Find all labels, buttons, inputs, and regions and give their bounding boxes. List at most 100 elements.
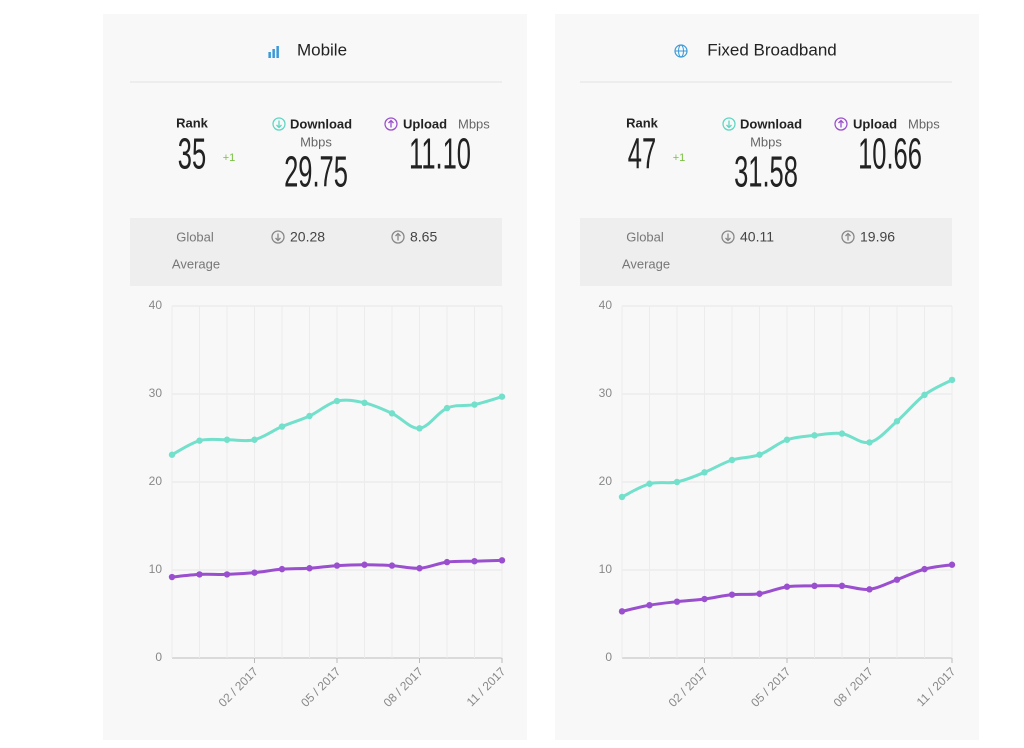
point xyxy=(646,480,653,487)
point xyxy=(756,451,763,458)
point xyxy=(701,469,708,476)
rank-label: Rank xyxy=(626,115,659,130)
icon-ring xyxy=(834,117,848,131)
point xyxy=(471,558,478,565)
point xyxy=(893,576,901,583)
y-tick-label: 0 xyxy=(155,650,162,664)
point xyxy=(673,478,681,486)
y-tick-label: 10 xyxy=(149,562,163,576)
point xyxy=(921,565,928,573)
point xyxy=(948,376,956,384)
panel-title: Mobile xyxy=(297,40,347,59)
point xyxy=(223,436,231,443)
point xyxy=(471,401,478,408)
global-box xyxy=(580,218,952,286)
point xyxy=(333,562,341,569)
point xyxy=(893,418,901,425)
upload-value-group: 11.10 xyxy=(409,128,471,178)
icon-ring xyxy=(272,117,286,131)
icon-arrow xyxy=(276,120,282,129)
point xyxy=(388,410,396,417)
icon-arrow xyxy=(726,120,732,129)
upload-unit: Mbps xyxy=(458,116,490,131)
panel xyxy=(555,14,979,740)
rank-value-group: 35 xyxy=(178,128,206,178)
y-tick-label: 20 xyxy=(599,474,613,488)
icon-arrow xyxy=(275,233,281,242)
point xyxy=(361,561,368,568)
upload-value: 10.66 xyxy=(858,128,922,178)
icon-arrow xyxy=(388,119,394,128)
point xyxy=(756,590,763,597)
upload-label: Upload xyxy=(403,116,447,131)
point xyxy=(948,561,956,568)
icon-ring xyxy=(722,117,736,131)
point xyxy=(783,583,791,590)
point xyxy=(701,595,708,603)
point xyxy=(251,436,258,443)
global-upload: 19.96 xyxy=(860,229,895,245)
point xyxy=(838,430,846,437)
y-tick-label: 0 xyxy=(605,650,612,664)
point xyxy=(443,404,451,412)
upload-value-group: 10.66 xyxy=(858,128,922,178)
point xyxy=(866,439,873,446)
download-value: 29.75 xyxy=(284,146,348,196)
rank-label: Rank xyxy=(176,115,209,130)
point xyxy=(498,557,506,564)
point xyxy=(333,397,341,405)
global-box xyxy=(130,218,502,286)
icon-arrow xyxy=(845,232,851,241)
icon-ring xyxy=(841,230,855,244)
download-value: 31.58 xyxy=(734,146,798,196)
download-unit: Mbps xyxy=(300,134,332,149)
y-tick-label: 40 xyxy=(599,298,613,312)
rank-value-group: 47 xyxy=(628,128,656,178)
download-unit: Mbps xyxy=(750,134,782,149)
panel-title: Fixed Broadband xyxy=(707,40,836,59)
y-tick-label: 40 xyxy=(149,298,163,312)
global-download: 40.11 xyxy=(740,229,774,245)
icon-ring xyxy=(384,117,398,131)
point xyxy=(196,571,203,578)
global-label: Average xyxy=(622,256,670,271)
panel xyxy=(103,14,527,740)
point xyxy=(811,582,818,590)
icon-arrow xyxy=(838,119,844,128)
point xyxy=(618,493,626,501)
rank-value: 35 xyxy=(178,128,206,178)
download-label: Download xyxy=(740,116,802,131)
rank-value: 47 xyxy=(628,128,656,178)
download-value-group: 31.58 xyxy=(734,146,798,196)
point xyxy=(783,436,791,443)
point xyxy=(921,391,928,399)
point xyxy=(728,591,736,598)
y-tick-label: 10 xyxy=(599,562,613,576)
upload-label: Upload xyxy=(853,116,897,131)
y-tick-label: 30 xyxy=(599,386,613,400)
icon-ring xyxy=(271,230,285,244)
point xyxy=(278,565,286,573)
global-label: Global xyxy=(626,229,664,244)
global-label: Average xyxy=(172,256,220,271)
icon-ring xyxy=(721,230,735,244)
point xyxy=(838,582,846,590)
global-upload: 8.65 xyxy=(410,229,437,245)
point xyxy=(673,598,681,605)
point xyxy=(416,425,423,432)
y-tick-label: 30 xyxy=(149,386,163,400)
upload-value: 11.10 xyxy=(409,128,471,178)
global-download: 20.28 xyxy=(290,229,325,245)
icon-arrow xyxy=(725,233,731,242)
point xyxy=(646,602,653,609)
point xyxy=(618,608,626,615)
icon-bar xyxy=(272,49,275,58)
point xyxy=(306,565,313,572)
download-value-group: 29.75 xyxy=(284,146,348,196)
icon-bar xyxy=(268,52,271,58)
rank-change: +1 xyxy=(673,152,686,164)
download-label: Download xyxy=(290,116,352,131)
global-label: Global xyxy=(176,229,214,244)
point xyxy=(443,558,451,566)
